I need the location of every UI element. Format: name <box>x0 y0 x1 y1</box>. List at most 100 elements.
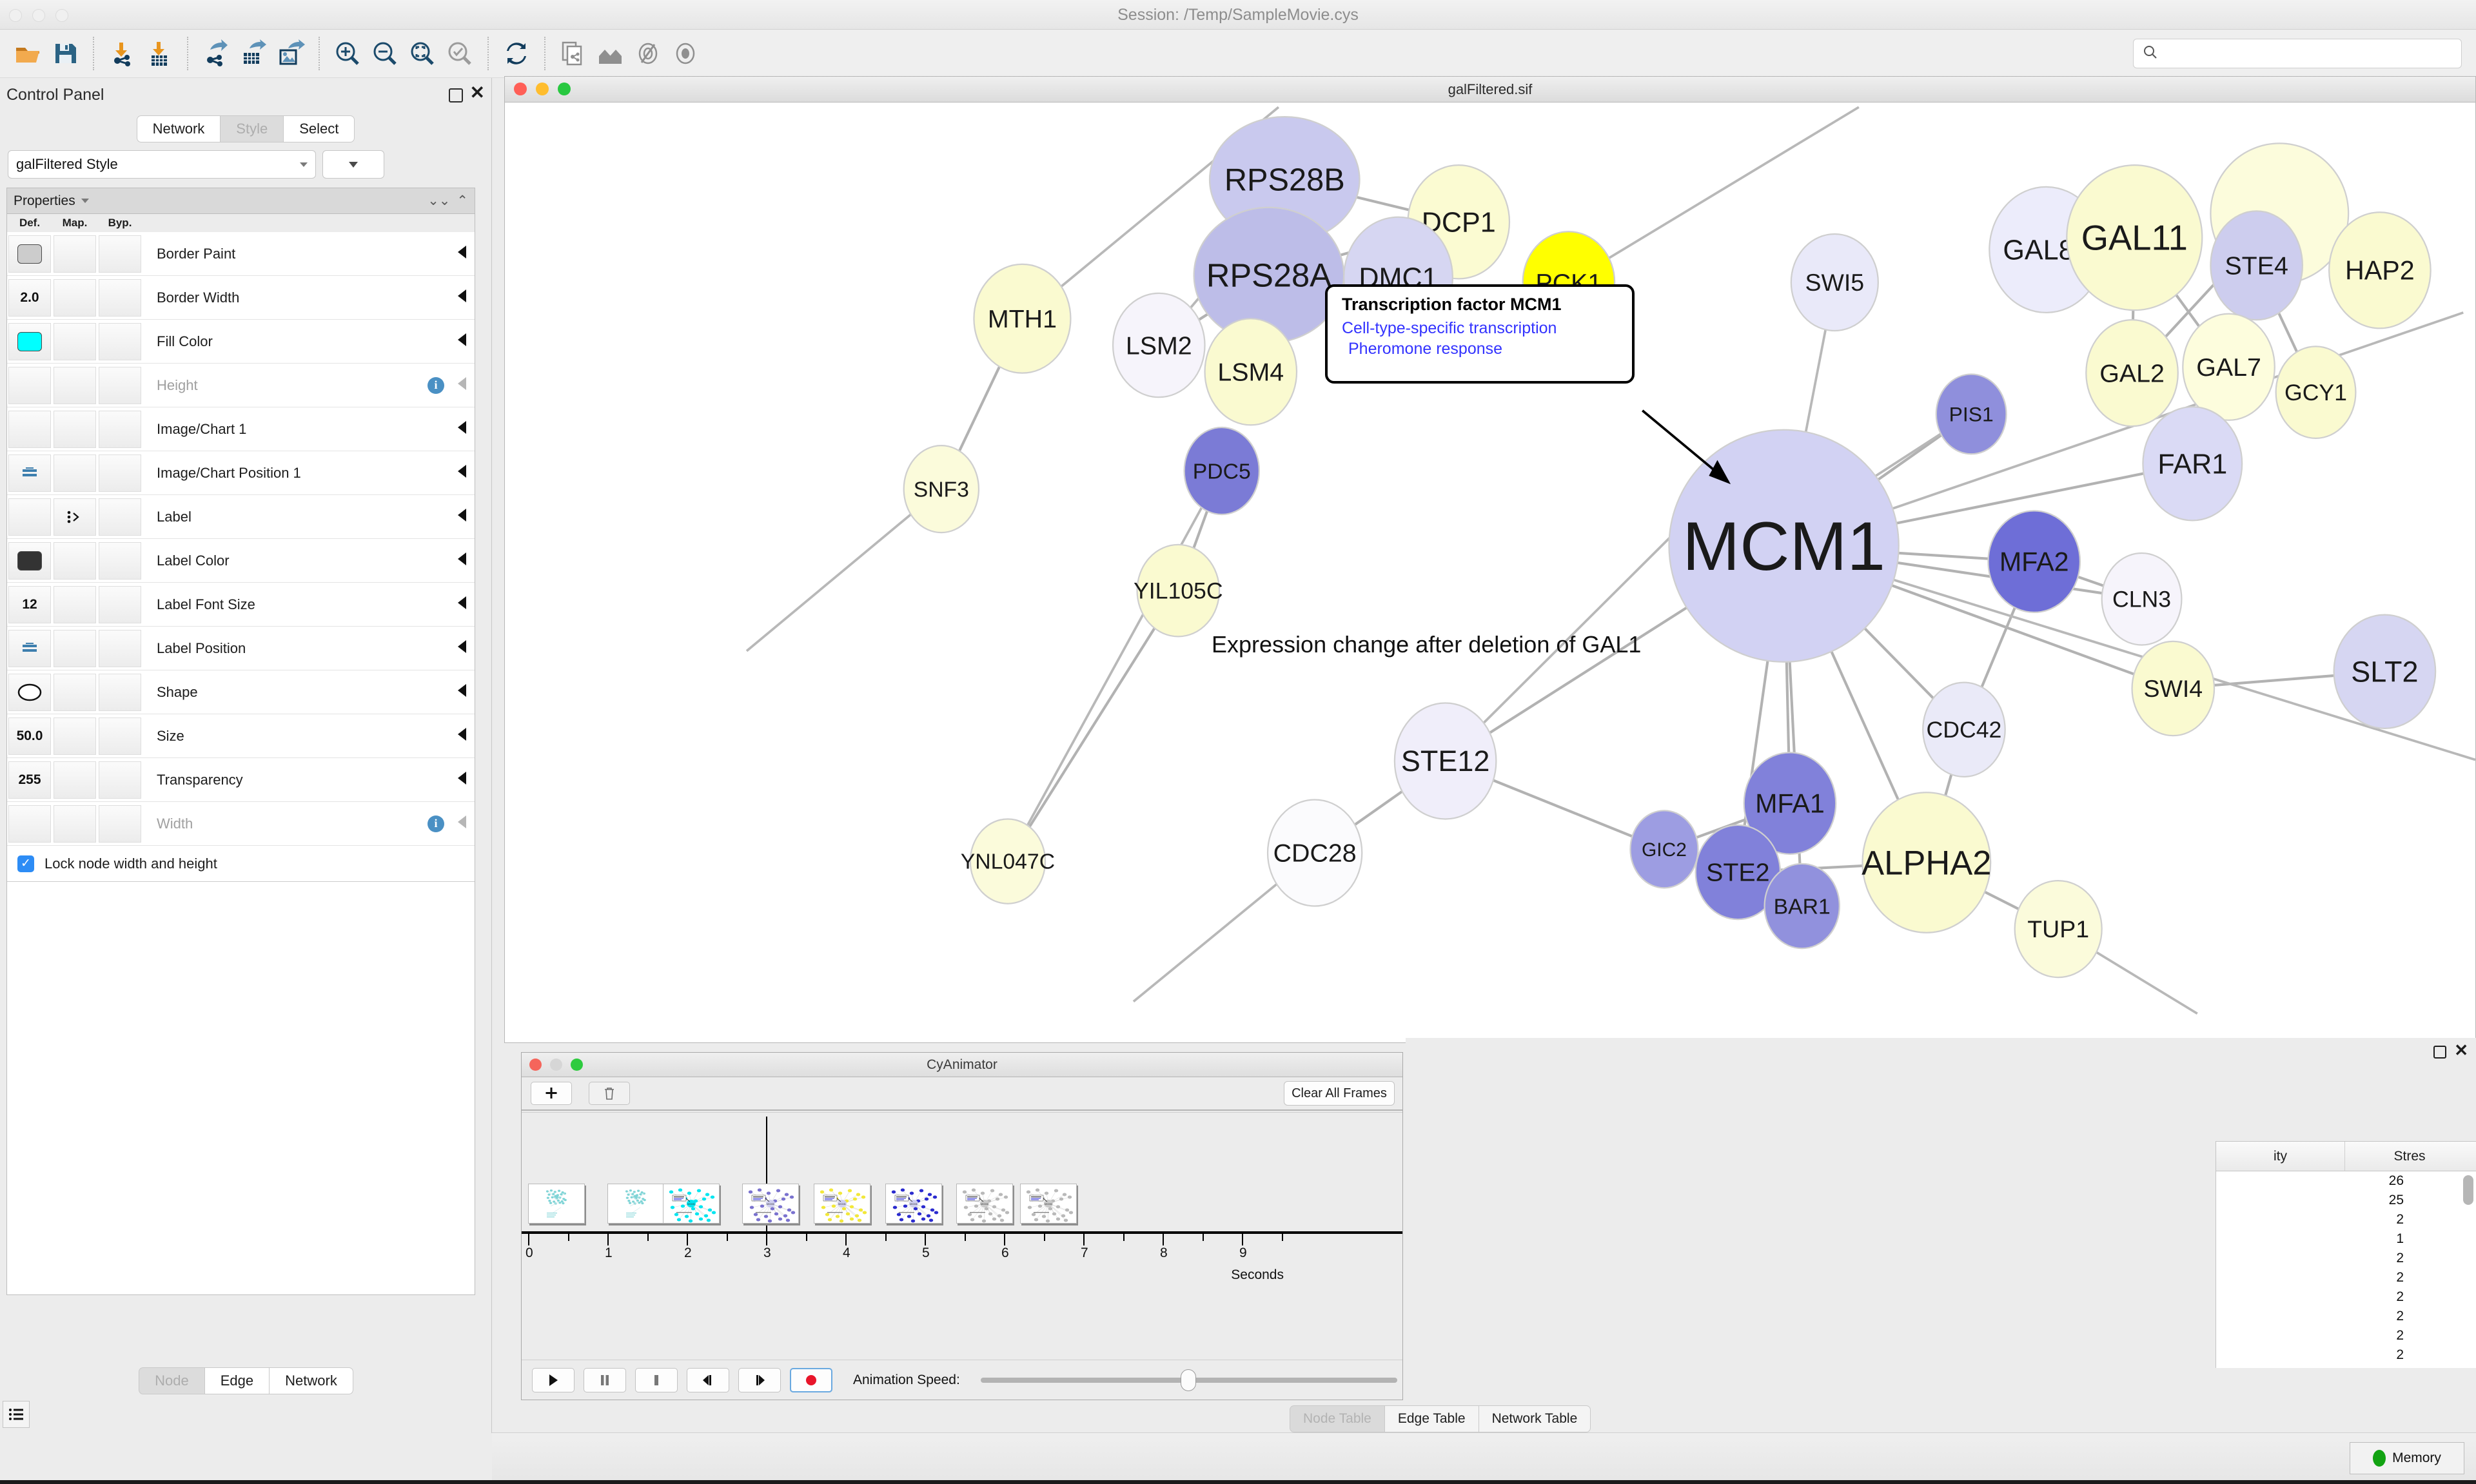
network-maximize-button[interactable] <box>558 83 571 95</box>
tab-edge-table[interactable]: Edge Table <box>1384 1405 1479 1432</box>
property-bypass-cell[interactable] <box>99 805 141 843</box>
property-default-cell[interactable]: 255 <box>8 761 51 799</box>
property-mapping-cell[interactable] <box>54 322 96 360</box>
column-header-stress[interactable]: Stres <box>2393 1148 2426 1164</box>
property-mapping-cell[interactable] <box>54 629 96 667</box>
property-row[interactable]: Image/Chart Position 1 <box>7 451 475 495</box>
property-bypass-cell[interactable] <box>99 454 141 492</box>
color-swatch[interactable] <box>17 244 42 264</box>
expand-property-arrow[interactable] <box>449 333 475 349</box>
network-node[interactable]: LSM4 <box>1204 318 1298 426</box>
lock-node-size-checkbox[interactable]: ✓ <box>17 855 34 872</box>
network-edge[interactable] <box>745 488 943 652</box>
expand-all-icon[interactable]: ⌄⌄ <box>427 193 451 208</box>
collapse-all-icon[interactable]: ⌃ <box>457 193 468 208</box>
pause-button[interactable] <box>584 1367 626 1392</box>
property-default-cell[interactable] <box>8 454 51 492</box>
expand-property-arrow[interactable] <box>449 596 475 612</box>
table-cell[interactable]: 2 <box>2396 1309 2404 1323</box>
network-node[interactable]: CDC28 <box>1266 799 1363 907</box>
tab-network-style[interactable]: Network <box>269 1367 353 1394</box>
annotation-callout[interactable]: Transcription factor MCM1 Cell-type-spec… <box>1325 284 1635 384</box>
save-session-icon[interactable] <box>46 35 84 72</box>
network-node[interactable]: SWI4 <box>2131 640 2216 737</box>
network-edge[interactable] <box>1783 544 2475 761</box>
property-row[interactable]: Label Color <box>7 539 475 583</box>
timeline-playhead[interactable] <box>766 1117 767 1245</box>
timeline-frame[interactable]: MCM1 <box>742 1184 800 1224</box>
property-default-cell[interactable] <box>8 673 51 711</box>
network-node[interactable]: GCY1 <box>2275 346 2357 440</box>
property-default-cell[interactable] <box>8 629 51 667</box>
network-node[interactable]: SWI5 <box>1790 233 1879 332</box>
property-default-cell[interactable] <box>8 410 51 448</box>
table-cell[interactable]: 26 <box>2388 1173 2404 1188</box>
network-node[interactable]: GAL2 <box>2085 319 2179 427</box>
network-close-button[interactable] <box>514 83 527 95</box>
property-bypass-cell[interactable] <box>99 498 141 536</box>
export-table-icon[interactable] <box>235 35 272 72</box>
property-default-cell[interactable] <box>8 235 51 273</box>
table-cell[interactable]: 2 <box>2396 1289 2404 1304</box>
close-icon[interactable]: ✕ <box>469 83 485 103</box>
table-cell[interactable]: 2 <box>2396 1270 2404 1285</box>
color-swatch[interactable] <box>17 331 42 351</box>
property-bypass-cell[interactable] <box>99 235 141 273</box>
refresh-icon[interactable] <box>498 35 535 72</box>
table-cell[interactable]: 2 <box>2396 1251 2404 1265</box>
property-default-cell[interactable] <box>8 542 51 580</box>
cyanimator-traffic-lights[interactable] <box>529 1059 583 1071</box>
style-options-menu-button[interactable] <box>322 150 384 179</box>
network-node[interactable]: MFA1 <box>1743 752 1837 855</box>
window-traffic-lights[interactable] <box>9 9 68 22</box>
network-edge[interactable] <box>1567 106 1860 284</box>
expand-property-arrow[interactable] <box>449 728 475 744</box>
tab-select[interactable]: Select <box>283 115 355 142</box>
minimize-window-button[interactable] <box>32 9 45 22</box>
property-default-cell[interactable] <box>8 805 51 843</box>
zoom-out-icon[interactable] <box>366 35 404 72</box>
timeline-frame[interactable]: MCM1 <box>885 1184 942 1224</box>
table-cell[interactable]: 2 <box>2396 1347 2404 1362</box>
property-row[interactable]: Label <box>7 495 475 539</box>
fit-content-icon[interactable] <box>441 35 478 72</box>
table-cell[interactable]: 25 <box>2388 1193 2404 1207</box>
expand-property-arrow[interactable] <box>449 815 475 832</box>
property-mapping-cell[interactable] <box>54 717 96 755</box>
expand-property-arrow[interactable] <box>449 684 475 700</box>
timeline-frame[interactable]: MCM1 <box>1019 1184 1077 1224</box>
tab-network-table[interactable]: Network Table <box>1478 1405 1591 1432</box>
tab-style[interactable]: Style <box>220 115 284 142</box>
property-default-cell[interactable] <box>8 498 51 536</box>
list-icon[interactable] <box>3 1401 30 1428</box>
export-network-icon[interactable] <box>197 35 235 72</box>
network-node[interactable]: PIS1 <box>1935 373 2007 455</box>
table-cell[interactable]: 2 <box>2396 1328 2404 1343</box>
tab-node-table[interactable]: Node Table <box>1290 1405 1384 1432</box>
timeline-frame[interactable]: MCM1 <box>813 1184 870 1224</box>
clear-all-frames-button[interactable]: Clear All Frames <box>1284 1081 1395 1106</box>
open-session-icon[interactable] <box>9 35 46 72</box>
network-node[interactable]: TUP1 <box>2014 879 2103 979</box>
property-row[interactable]: Border Paint <box>7 232 475 276</box>
network-traffic-lights[interactable] <box>514 83 571 95</box>
network-node[interactable]: LSM2 <box>1112 292 1206 398</box>
chevron-down-icon[interactable] <box>81 199 89 203</box>
network-node[interactable]: STE4 <box>2210 210 2304 321</box>
network-node[interactable]: MCM1 <box>1668 429 1900 663</box>
network-node[interactable]: CDC42 <box>1922 681 2006 777</box>
expand-property-arrow[interactable] <box>449 640 475 656</box>
property-mapping-cell[interactable] <box>54 542 96 580</box>
network-edge[interactable] <box>1783 311 2464 547</box>
close-window-button[interactable] <box>9 9 22 22</box>
property-row[interactable]: 255 Transparency <box>7 758 475 802</box>
property-mapping-cell[interactable] <box>54 761 96 799</box>
property-mapping-cell[interactable] <box>54 410 96 448</box>
cyanimator-minimize-button[interactable] <box>550 1059 562 1071</box>
color-swatch[interactable] <box>17 551 42 571</box>
table-cell[interactable]: 1 <box>2396 1231 2404 1246</box>
network-minimize-button[interactable] <box>536 83 549 95</box>
network-node[interactable]: HAP2 <box>2328 211 2432 329</box>
expand-property-arrow[interactable] <box>449 552 475 569</box>
animation-speed-slider[interactable] <box>980 1369 1397 1391</box>
